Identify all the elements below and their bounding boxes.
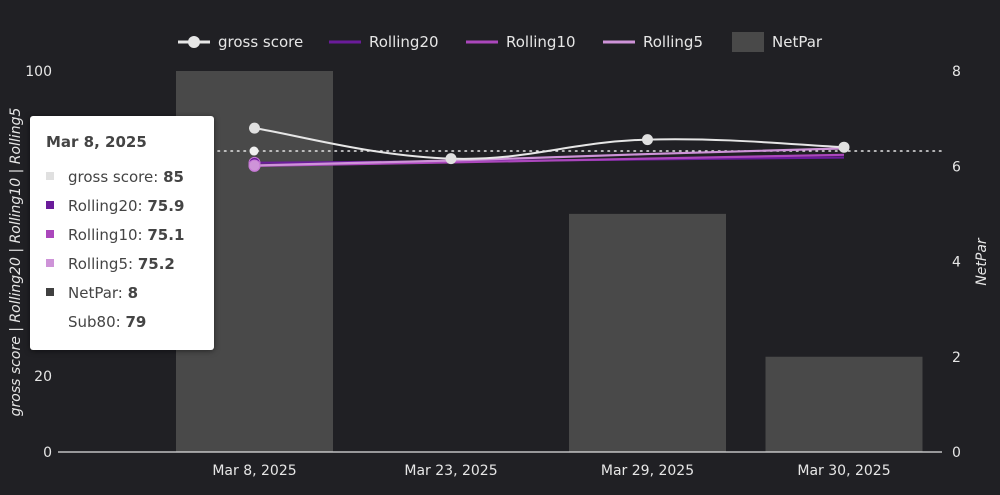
tooltip-row-netpar: NetPar: 8 [46,283,138,303]
tooltip-value: 79 [125,313,147,331]
x-tick-label-mar-23-2025: Mar 23, 2025 [404,463,497,479]
tooltip-row-gross-score: gross score: 85 [46,167,184,187]
tooltip-row-sub80: Sub80: 79 [46,312,146,332]
x-tick-label-mar-29-2025: Mar 29, 2025 [601,463,694,479]
legend-label-rolling5: Rolling5 [643,33,703,51]
tooltip-swatch-rolling10 [46,229,54,238]
tooltip-swatch-sub80 [46,317,54,325]
y-right-tick-6: 6 [952,159,961,175]
tooltip-swatch-gross-score [46,171,54,180]
series-lines [254,127,845,167]
legend-label-rolling10: Rolling10 [506,33,576,51]
tooltip-value: 75.9 [147,197,185,215]
point-gross-score-mar-30-2025 [838,141,850,153]
legend: gross score Rolling20 Rolling10 Rolling5 Net… [178,32,823,52]
y-left-tick-20: 20 [34,369,52,385]
point-gross-score-mar-29-2025 [642,134,653,146]
tooltip-row-rolling5: Rolling5: 75.2 [46,254,175,274]
tooltip-value: 75.2 [137,255,175,273]
bar-netpar-mar-29-2025 [569,213,726,452]
y-right-tick-8: 8 [952,64,961,80]
legend-swatch-netpar [732,32,764,52]
tooltip: Mar 8, 2025 gross score: 85 Rolling20: 75… [30,116,214,350]
line-rolling5 [254,147,845,167]
tooltip-label: Rolling5: [68,255,138,273]
tooltip-swatch-netpar [46,287,54,296]
tooltip-label: Rolling10: [68,226,148,244]
point-gross-score-mar-23-2025 [445,153,457,165]
y-right-tick-2: 2 [952,350,961,366]
tooltip-swatch-rolling20 [46,200,54,209]
y-left-axis-title: gross score | Rolling20 | Rolling10 | Ro… [8,108,24,417]
tooltip-swatch-rolling5 [46,258,54,267]
tooltip-value: 75.1 [147,226,185,244]
chart-axes: Mar 8, 2025 Mar 23, 2025 Mar 29, 2025 Mar 3… [8,64,990,479]
series-points [248,122,850,172]
tooltip-row-rolling10: Rolling10: 75.1 [46,225,184,245]
y-left-tick-0: 0 [43,445,52,461]
bar-netpar-mar-30-2025 [765,356,923,452]
y-right-tick-4: 4 [952,255,961,271]
tooltip-label: NetPar: [68,284,128,302]
point-gross-score-mar-8-2025 [249,122,260,134]
legend-label-rolling20: Rolling20 [369,33,439,51]
tooltip-value: 8 [127,284,139,302]
tooltip-label: gross score: [68,168,164,186]
x-tick-label-mar-8-2025: Mar 8, 2025 [212,463,296,479]
line-gross-score [254,127,845,160]
legend-label-netpar: NetPar [772,33,823,51]
legend-label-gross-score: gross score [218,33,303,51]
reference-line-layer [217,146,943,156]
netpar-bars [176,71,923,452]
reference-point-sub80 [249,146,259,156]
y-right-tick-0: 0 [952,445,961,461]
legend-marker-gross-score [188,36,200,48]
y-left-tick-100: 100 [25,64,52,80]
tooltip-title: Mar 8, 2025 [46,133,147,151]
tooltip-label: Sub80: [68,313,126,331]
y-right-axis-title: NetPar [974,237,990,286]
x-tick-label-mar-30-2025: Mar 30, 2025 [797,463,890,479]
point-rolling5-mar-8-2025 [248,159,261,172]
tooltip-label: Rolling20: [68,197,148,215]
tooltip-row-rolling20: Rolling20: 75.9 [46,196,184,216]
tooltip-value: 85 [163,168,184,186]
